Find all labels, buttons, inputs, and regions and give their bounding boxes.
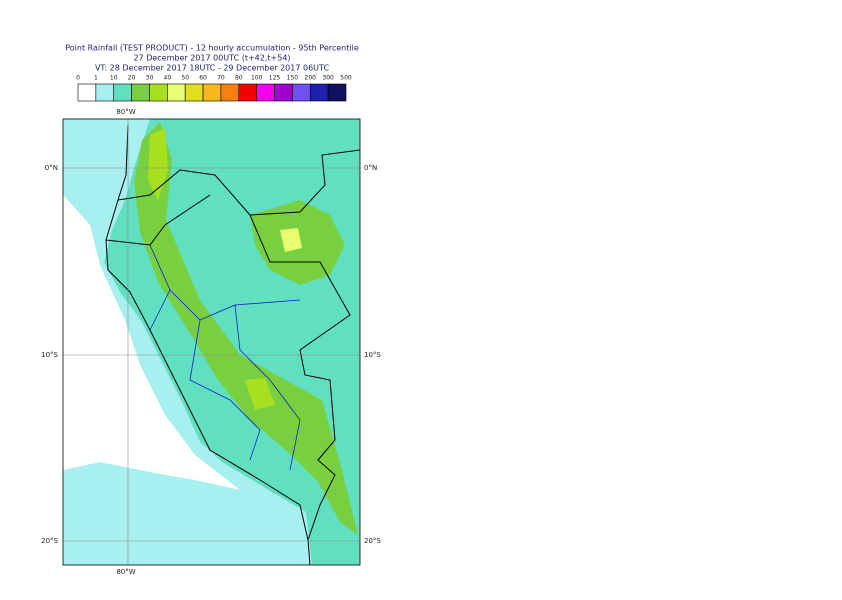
title-line: Point Rainfall (TEST PRODUCT) - 12 hourl… [65,44,359,53]
legend-swatch [220,83,240,102]
lat-label: 0°N [364,164,377,172]
legend-label: 500 [340,75,352,82]
coastline [105,124,311,565]
legend-label: 300 [322,75,334,82]
legend-label: 125 [269,75,281,82]
legend-swatch [274,83,293,102]
legend-label: 40 [164,75,172,82]
lat-label: 20°S [364,537,381,545]
legend-swatch [256,83,275,102]
legend-swatch [292,83,311,102]
valid-time-line: VT: 28 December 2017 18UTC - 29 December… [95,64,329,73]
dry-field [63,195,240,490]
legend-label: 10 [110,75,118,82]
lat-label: 10°S [364,351,381,359]
map-frame [62,118,361,566]
legend-swatch [113,83,132,102]
legend-swatch [149,83,168,102]
legend-swatch [95,83,115,102]
legend-label: 1 [94,75,98,82]
legend-swatch [327,83,347,102]
peak-patch [148,128,168,200]
legend-label: 70 [217,75,225,82]
andes-band [134,122,358,535]
map [63,119,360,565]
legend-swatch [77,83,97,102]
legend-swatch [167,83,186,102]
lat-label: 20°S [41,537,58,545]
legend-label: 30 [146,75,154,82]
legend-swatch [238,83,257,102]
color-legend: 0 1 10 20 30 40 50 60 70 80 100 125 150 200 300 500 [76,75,352,102]
legend-label: 20 [128,75,136,82]
legend-swatch [184,83,204,102]
lon-label: 80°W [116,568,135,576]
legend-label: 150 [287,75,299,82]
peak-patch [280,228,302,252]
legend-label: 200 [305,75,317,82]
legend-label: 60 [199,75,207,82]
subtitle-line: 27 December 2017 00UTC (t+42,t+54) [133,54,290,63]
legend-swatch [131,83,150,102]
lat-label: 0°N [45,164,58,172]
legend-swatch [309,83,329,102]
lat-label: 10°S [41,351,58,359]
region-border [149,244,301,471]
legend-label: 0 [76,75,80,82]
lon-label: 80°W [116,108,135,116]
legend-swatch [202,83,222,102]
legend-label: 100 [251,75,263,82]
legend-label: 50 [181,75,189,82]
legend-label: 80 [235,75,243,82]
peak-patch [245,378,275,410]
